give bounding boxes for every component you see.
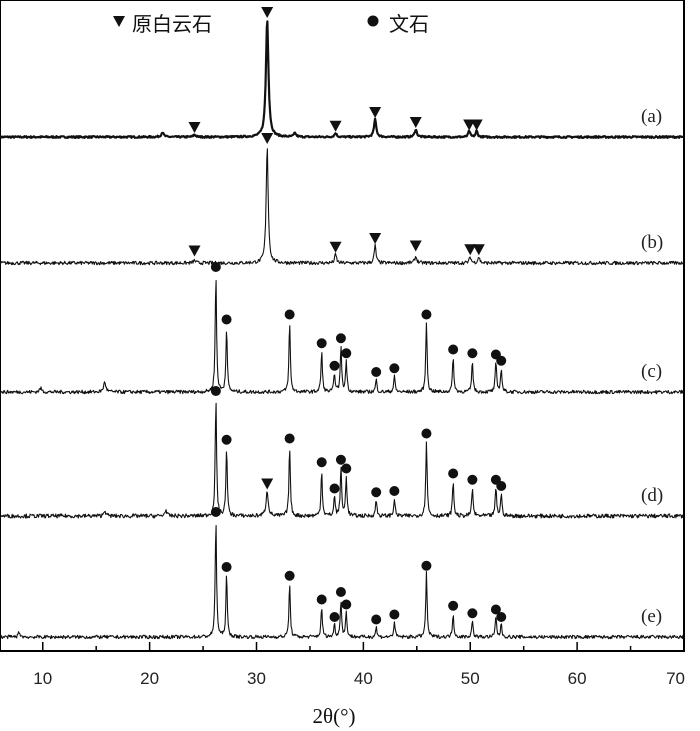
aragonite-peak-marker bbox=[467, 348, 478, 359]
aragonite-peak-marker bbox=[496, 612, 507, 622]
aragonite-peak-marker bbox=[490, 604, 501, 615]
curve-label-c: (c) bbox=[641, 361, 662, 382]
aragonite-peak-marker bbox=[316, 338, 327, 349]
aragonite-peak-marker bbox=[335, 333, 346, 344]
curve-labels-group: (a) (b) (c) (d) (e) bbox=[641, 106, 663, 627]
aragonite-peak-marker bbox=[496, 481, 507, 491]
aragonite-peak-marker bbox=[341, 463, 352, 474]
aragonite-peak-marker bbox=[221, 562, 232, 572]
aragonite-peak-marker bbox=[371, 487, 382, 498]
aragonite-peak-marker bbox=[341, 348, 352, 359]
dolomite-peak-marker bbox=[329, 120, 342, 132]
dolomite-peak-marker bbox=[261, 478, 274, 490]
aragonite-peak-marker bbox=[210, 386, 221, 396]
aragonite-peak-marker bbox=[335, 454, 346, 465]
x-tick-label: 30 bbox=[247, 669, 266, 688]
markers-group bbox=[188, 7, 507, 625]
aragonite-peak-marker bbox=[496, 355, 507, 366]
legend-label-dolomite: 原白云石 bbox=[132, 12, 212, 36]
aragonite-peak-marker bbox=[448, 344, 459, 355]
aragonite-peak-marker bbox=[421, 560, 432, 571]
aragonite-peak-marker bbox=[284, 433, 295, 444]
xrd-curve-c bbox=[0, 279, 685, 395]
aragonite-peak-marker bbox=[467, 474, 478, 485]
plot-frame bbox=[0, 0, 685, 652]
aragonite-peak-marker bbox=[389, 486, 400, 496]
x-tick-label: 10 bbox=[33, 669, 52, 688]
legend-circle-icon bbox=[367, 15, 379, 27]
dolomite-peak-marker bbox=[409, 117, 422, 128]
xrd-curve-b bbox=[0, 148, 684, 266]
dolomite-peak-marker bbox=[329, 241, 342, 253]
aragonite-peak-marker bbox=[210, 262, 221, 272]
aragonite-peak-marker bbox=[316, 594, 327, 605]
dolomite-peak-marker bbox=[369, 107, 382, 118]
x-tick-label: 50 bbox=[461, 669, 480, 688]
aragonite-peak-marker bbox=[210, 507, 221, 517]
aragonite-peak-marker bbox=[448, 600, 459, 611]
aragonite-peak-marker bbox=[284, 309, 295, 320]
legend-label-aragonite: 文石 bbox=[389, 12, 429, 36]
aragonite-peak-marker bbox=[389, 609, 400, 620]
aragonite-peak-marker bbox=[329, 483, 340, 494]
dolomite-peak-marker bbox=[188, 122, 201, 133]
xrd-curve-a bbox=[0, 20, 684, 139]
aragonite-peak-marker bbox=[221, 314, 232, 325]
aragonite-peak-marker bbox=[389, 363, 400, 374]
dolomite-peak-marker bbox=[261, 7, 274, 18]
dolomite-peak-marker bbox=[369, 233, 382, 244]
aragonite-peak-marker bbox=[335, 587, 346, 597]
xrd-curve-e bbox=[0, 525, 684, 640]
legend-triangle-icon bbox=[113, 16, 125, 27]
aragonite-peak-marker bbox=[448, 468, 459, 479]
dolomite-peak-marker bbox=[470, 119, 483, 131]
curves-group bbox=[0, 20, 685, 640]
aragonite-peak-marker bbox=[329, 360, 340, 371]
aragonite-peak-marker bbox=[467, 608, 478, 619]
x-tick-label: 70 bbox=[666, 669, 685, 688]
aragonite-peak-marker bbox=[284, 570, 295, 581]
dolomite-peak-marker bbox=[188, 245, 201, 257]
curve-label-b: (b) bbox=[641, 232, 663, 253]
aragonite-peak-marker bbox=[316, 457, 327, 468]
curve-label-a: (a) bbox=[641, 106, 662, 127]
aragonite-peak-marker bbox=[221, 434, 232, 445]
dolomite-peak-marker bbox=[464, 244, 477, 256]
curve-label-d: (d) bbox=[641, 485, 663, 506]
dolomite-peak-marker bbox=[409, 240, 422, 252]
curve-label-e: (e) bbox=[641, 606, 662, 627]
x-axis-ticks: 10 20 30 40 50 60 70 bbox=[33, 642, 685, 688]
x-axis-title: 2θ(°) bbox=[313, 704, 356, 728]
xrd-curve-d bbox=[0, 402, 685, 519]
aragonite-peak-marker bbox=[371, 367, 382, 377]
x-tick-label: 40 bbox=[354, 669, 373, 688]
legend: 原白云石 文石 bbox=[113, 12, 429, 36]
aragonite-peak-marker bbox=[421, 428, 432, 439]
x-tick-label: 20 bbox=[140, 669, 159, 688]
aragonite-peak-marker bbox=[421, 309, 432, 320]
aragonite-peak-marker bbox=[329, 612, 340, 622]
dolomite-peak-marker bbox=[472, 244, 485, 256]
dolomite-peak-marker bbox=[261, 133, 274, 144]
x-tick-label: 60 bbox=[568, 669, 587, 688]
aragonite-peak-marker bbox=[371, 614, 382, 625]
aragonite-peak-marker bbox=[341, 599, 352, 610]
